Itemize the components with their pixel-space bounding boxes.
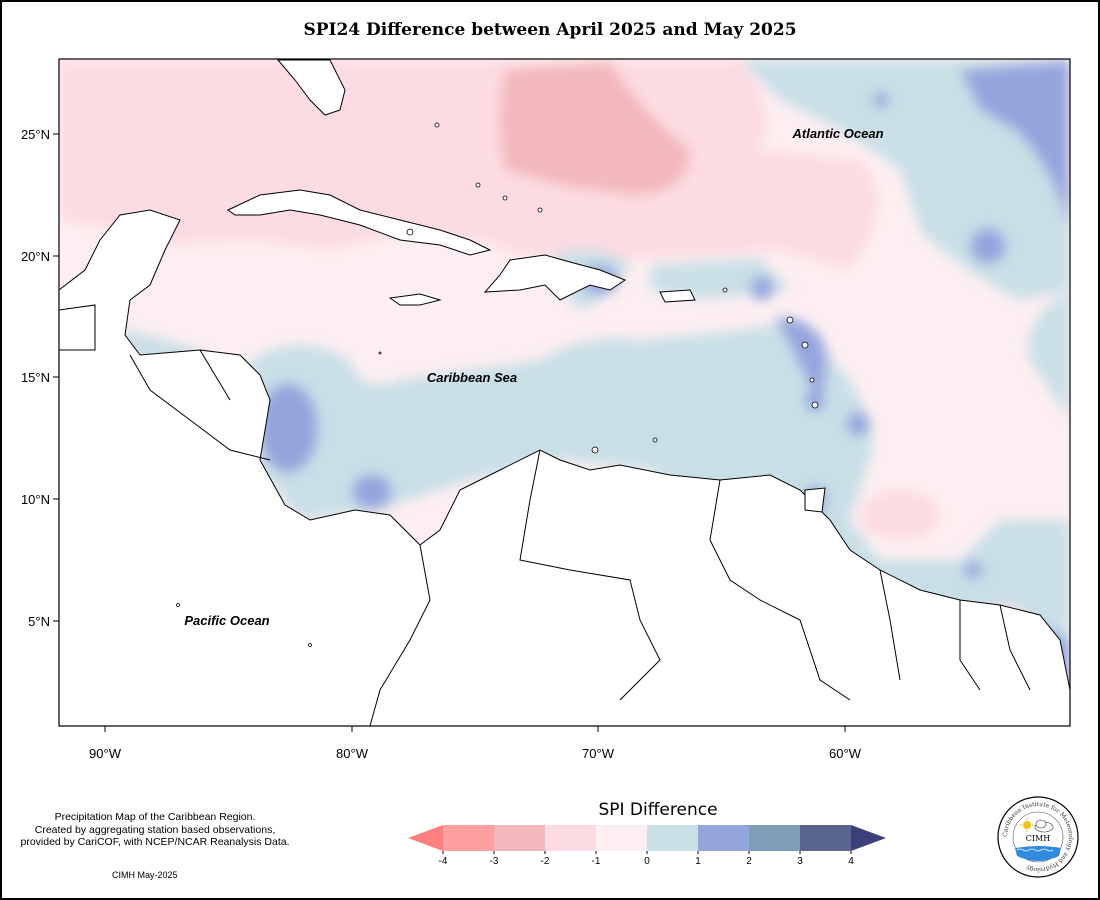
- legend-title: SPI Difference: [598, 800, 718, 820]
- trinidad: [804, 487, 826, 513]
- label-pacific-ocean: Pacific Ocean: [184, 613, 269, 628]
- precip-field: [59, 59, 1070, 726]
- legend-tick-label: 0: [644, 856, 650, 867]
- lon-label-60: 60°W: [829, 746, 862, 761]
- credit-line: Precipitation Map of the Caribbean Regio…: [54, 811, 256, 823]
- credit-line: provided by CariCOF, with NCEP/NCAR Rean…: [20, 836, 290, 848]
- puerto-rico: [659, 289, 696, 303]
- lat-label-20: 20°N: [21, 249, 50, 264]
- legend-tick-label: -4: [439, 856, 448, 867]
- legend-swatch: [800, 825, 851, 851]
- cimh-logo: Caribbean Institute for Meteorology and …: [997, 796, 1079, 878]
- lat-label-25: 25°N: [21, 127, 50, 142]
- lat-label-10: 10°N: [21, 492, 50, 507]
- label-caribbean-sea: Caribbean Sea: [427, 370, 517, 385]
- lat-label-5: 5°N: [28, 614, 50, 629]
- legend-tick-label: 2: [746, 856, 752, 867]
- legend-extend-low: [408, 825, 443, 851]
- legend-tick-label: -3: [490, 856, 499, 867]
- legend-swatch: [698, 825, 749, 851]
- borders: [59, 304, 1031, 726]
- jamaica: [388, 293, 442, 306]
- legend-extend-high: [851, 825, 886, 851]
- map-border: [58, 58, 1071, 727]
- legend-tick-label: -2: [541, 856, 550, 867]
- lat-axis: 25°N 20°N 15°N 10°N 5°N: [21, 127, 59, 629]
- wet-core-guyana: [963, 562, 983, 578]
- legend-swatch: [545, 825, 596, 851]
- wet-zone-east: [1028, 290, 1070, 420]
- small-islands: [176, 122, 819, 647]
- lon-label-90: 90°W: [89, 746, 122, 761]
- legend-tick-label: 4: [848, 856, 854, 867]
- wet-core-barbados: [805, 388, 825, 412]
- wet-core-atlantic: [960, 60, 1070, 230]
- strong-dry-zone: [500, 62, 690, 195]
- sun-icon: [1020, 818, 1034, 832]
- wet-core-2: [873, 92, 889, 108]
- dry-zone-north: [59, 60, 878, 270]
- lon-label-70: 70°W: [582, 746, 615, 761]
- wet-core-nicaragua: [258, 383, 318, 473]
- credit-line: Created by aggregating station based obs…: [34, 823, 276, 836]
- map-credits: Precipitation Map of the Caribbean Regio…: [0, 811, 310, 849]
- wet-core-east: [846, 412, 870, 436]
- cuba: [227, 189, 492, 256]
- dry-pocket-guyana: [860, 490, 940, 540]
- hispaniola: [483, 254, 627, 301]
- legend-swatch: [647, 825, 698, 851]
- map-title: SPI24 Difference between April 2025 and …: [303, 20, 797, 40]
- lon-label-80: 80°W: [336, 746, 369, 761]
- legend-swatch: [443, 825, 494, 851]
- wet-core-leewards: [750, 276, 774, 300]
- waves-icon: [1015, 846, 1061, 861]
- lat-label-15: 15°N: [21, 370, 50, 385]
- cloud-icon: [1034, 819, 1054, 833]
- lon-axis: 90°W 80°W 70°W 60°W: [89, 726, 862, 761]
- wet-core-1: [970, 228, 1006, 264]
- legend-swatch: [596, 825, 647, 851]
- wet-core-panama: [352, 474, 392, 510]
- color-legend: -4 -3 -2 -1 0 1 2 3 4: [408, 825, 886, 867]
- logo-text: CIMH: [1026, 834, 1050, 843]
- legend-tick-label: 3: [797, 856, 803, 867]
- label-atlantic-ocean: Atlantic Ocean: [791, 126, 883, 141]
- legend-tick-label: 1: [695, 856, 701, 867]
- legend-tick-label: -1: [592, 856, 601, 867]
- date-stamp: CIMH May-2025: [112, 870, 178, 880]
- florida: [276, 59, 346, 116]
- mainland: [59, 209, 1070, 726]
- legend-swatch: [494, 825, 545, 851]
- legend-swatch: [749, 825, 800, 851]
- land-masses: [59, 59, 1070, 726]
